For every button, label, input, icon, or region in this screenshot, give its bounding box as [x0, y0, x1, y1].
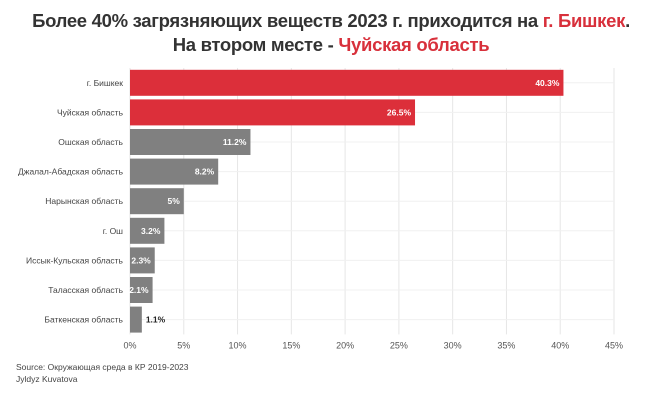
bar	[130, 217, 165, 244]
bar	[130, 99, 416, 126]
x-tick-label: 5%	[177, 340, 190, 350]
chart-title-line1: Более 40% загрязняющих веществ 2023 г. п…	[32, 10, 630, 31]
category-label: Нарынская область	[45, 196, 123, 206]
bar	[130, 129, 251, 155]
bar	[130, 69, 564, 96]
x-tick-label: 15%	[282, 340, 300, 350]
category-label: Иссык-Кульская область	[26, 255, 124, 265]
bar	[130, 188, 184, 215]
data-label: 1.1%	[146, 315, 166, 325]
source-note: Source: Окружающая среда в КР 2019-2023	[16, 362, 189, 372]
bar	[130, 247, 155, 274]
x-tick-label: 30%	[444, 340, 462, 350]
data-label: 2.1%	[129, 285, 149, 295]
data-label: 11.2%	[223, 137, 247, 147]
category-label: Ошская область	[58, 137, 123, 147]
x-tick-label: 10%	[229, 340, 247, 350]
data-label: 5%	[167, 196, 180, 206]
bar	[130, 277, 153, 303]
x-tick-label: 40%	[551, 340, 569, 350]
data-label: 40.3%	[535, 78, 560, 88]
bar	[130, 158, 219, 185]
category-label: г. Бишкек	[87, 78, 123, 88]
x-tick-label: 35%	[497, 340, 515, 350]
category-label: Джалал-Абадская область	[18, 167, 124, 177]
x-tick-label: 25%	[390, 340, 408, 350]
chart-title-line2: На втором месте - Чуйская область	[172, 34, 490, 55]
author-note: Jyldyz Kuvatova	[16, 374, 78, 384]
category-label: Таласская область	[48, 285, 123, 295]
data-label: 2.3%	[131, 255, 151, 265]
bar	[130, 306, 142, 333]
data-label: 26.5%	[387, 107, 412, 117]
x-tick-label: 20%	[336, 340, 354, 350]
x-tick-label: 45%	[605, 340, 623, 350]
category-label: г. Ош	[103, 226, 123, 236]
category-label: Баткенская область	[44, 315, 123, 325]
data-label: 8.2%	[195, 167, 215, 177]
category-label: Чуйская область	[57, 107, 124, 117]
x-tick-label: 0%	[123, 340, 136, 350]
data-label: 3.2%	[141, 226, 161, 236]
